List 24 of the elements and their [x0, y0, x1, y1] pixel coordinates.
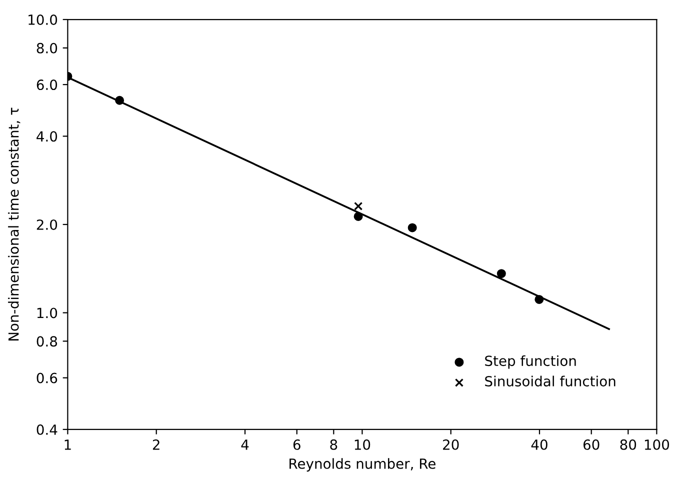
x-tick-label: 80 — [620, 439, 636, 450]
y-tick-label: 0.8 — [36, 336, 58, 347]
x-tick-label: 100 — [644, 439, 670, 450]
y-tick-label: 10.0 — [28, 14, 58, 25]
x-tick-label: 40 — [531, 439, 548, 450]
x-tick-label: 4 — [241, 440, 249, 450]
x-axis-title: Reynolds number, Re — [290, 458, 436, 472]
x-tick-label: 6 — [293, 439, 300, 450]
y-tick-label: 2.0 — [36, 219, 58, 230]
legend-label: Sinusoidal function — [485, 376, 616, 386]
y-tick-label: 4.0 — [36, 131, 58, 142]
y-tick-label: 8.0 — [36, 42, 58, 54]
y-tick-label: 0.6 — [36, 372, 58, 384]
x-tick-label: 20 — [443, 439, 459, 450]
x-tick-label: 10 — [354, 439, 370, 450]
y-tick-label: 0.4 — [36, 424, 58, 435]
y-axis-title: Non-dimensional time constant, τ — [8, 108, 20, 341]
y-tick-label: 6.0 — [36, 80, 58, 90]
x-tick-label: 60 — [583, 439, 600, 450]
x-tick-label: 8 — [330, 439, 338, 450]
legend-label: Step function — [485, 355, 576, 369]
y-tick-label: 1.0 — [37, 308, 58, 318]
x-tick-label: 2 — [152, 439, 160, 450]
x-tick-label: 1 — [64, 440, 71, 450]
